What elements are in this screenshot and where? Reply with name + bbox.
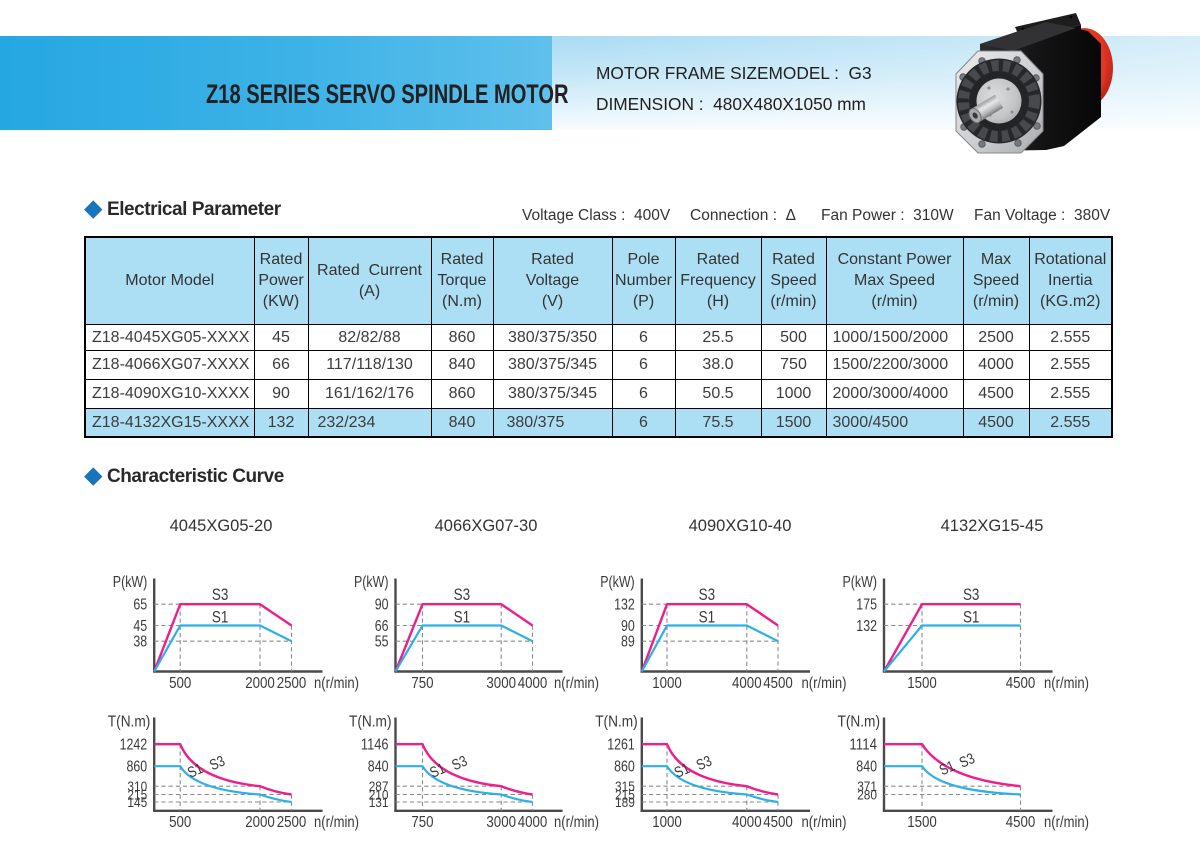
svg-text:750: 750	[411, 814, 434, 831]
svg-text:55: 55	[375, 634, 389, 651]
svg-text:2500: 2500	[277, 814, 307, 831]
svg-text:1500: 1500	[907, 814, 937, 831]
svg-text:n(r/min): n(r/min)	[314, 814, 359, 831]
svg-text:1242: 1242	[120, 737, 148, 754]
svg-text:1114: 1114	[849, 737, 877, 754]
svg-text:n(r/min): n(r/min)	[802, 814, 847, 831]
svg-text:T(N.m): T(N.m)	[349, 714, 392, 731]
svg-text:45: 45	[133, 618, 147, 635]
svg-text:1000: 1000	[652, 814, 682, 831]
svg-text:2000: 2000	[245, 675, 275, 692]
svg-text:S3: S3	[212, 585, 229, 604]
svg-text:145: 145	[127, 795, 147, 810]
svg-text:S3: S3	[699, 585, 716, 604]
svg-text:S1: S1	[963, 608, 980, 627]
svg-text:S3: S3	[963, 585, 980, 604]
svg-text:860: 860	[614, 759, 635, 776]
svg-text:280: 280	[857, 787, 877, 802]
svg-text:S3: S3	[449, 753, 470, 775]
svg-text:4500: 4500	[1006, 675, 1036, 692]
svg-text:P(kW): P(kW)	[600, 574, 635, 591]
svg-text:215: 215	[615, 787, 635, 802]
svg-text:4500: 4500	[1006, 814, 1036, 831]
svg-text:P(kW): P(kW)	[113, 574, 148, 591]
svg-text:210: 210	[369, 787, 389, 802]
svg-text:1146: 1146	[361, 737, 389, 754]
svg-text:S3: S3	[957, 750, 978, 772]
svg-text:131: 131	[369, 795, 389, 810]
svg-text:4000: 4000	[518, 675, 548, 692]
svg-text:1500: 1500	[907, 675, 937, 692]
svg-text:T(N.m): T(N.m)	[108, 714, 151, 731]
svg-text:S1: S1	[454, 608, 471, 627]
svg-text:310: 310	[127, 779, 147, 794]
svg-text:1000: 1000	[652, 675, 682, 692]
svg-text:4000: 4000	[732, 675, 762, 692]
svg-text:S1: S1	[212, 608, 229, 627]
svg-text:S3: S3	[207, 753, 228, 775]
svg-text:287: 287	[369, 779, 389, 794]
svg-text:1261: 1261	[607, 737, 635, 754]
svg-text:P(kW): P(kW)	[354, 574, 389, 591]
svg-text:S1: S1	[427, 760, 448, 782]
svg-text:n(r/min): n(r/min)	[554, 814, 599, 831]
svg-text:175: 175	[856, 597, 877, 614]
svg-text:132: 132	[614, 597, 635, 614]
svg-text:90: 90	[375, 597, 389, 614]
svg-text:840: 840	[368, 759, 389, 776]
svg-text:4500: 4500	[763, 814, 793, 831]
svg-text:315: 315	[615, 779, 635, 794]
svg-text:S1: S1	[937, 758, 958, 780]
svg-text:3000: 3000	[486, 814, 516, 831]
svg-text:S1: S1	[185, 760, 206, 782]
svg-text:T(N.m): T(N.m)	[595, 714, 638, 731]
svg-text:860: 860	[127, 759, 148, 776]
svg-text:n(r/min): n(r/min)	[1044, 814, 1089, 831]
svg-text:2500: 2500	[277, 675, 307, 692]
svg-text:371: 371	[857, 779, 877, 794]
svg-text:500: 500	[169, 675, 192, 692]
svg-text:S1: S1	[672, 760, 693, 782]
svg-text:840: 840	[856, 759, 877, 776]
svg-text:n(r/min): n(r/min)	[802, 675, 847, 692]
svg-text:215: 215	[127, 787, 147, 802]
svg-text:750: 750	[411, 675, 434, 692]
svg-text:n(r/min): n(r/min)	[1044, 675, 1089, 692]
svg-text:89: 89	[621, 634, 635, 651]
svg-text:n(r/min): n(r/min)	[554, 675, 599, 692]
svg-text:S3: S3	[694, 753, 715, 775]
svg-text:n(r/min): n(r/min)	[314, 675, 359, 692]
svg-text:4000: 4000	[732, 814, 762, 831]
svg-text:3000: 3000	[486, 675, 516, 692]
svg-text:P(kW): P(kW)	[843, 574, 878, 591]
svg-text:66: 66	[375, 618, 389, 635]
svg-text:90: 90	[621, 618, 635, 635]
svg-text:4000: 4000	[518, 814, 548, 831]
svg-text:65: 65	[133, 597, 147, 614]
svg-text:38: 38	[133, 634, 147, 651]
svg-text:2000: 2000	[245, 814, 275, 831]
svg-text:S1: S1	[699, 608, 716, 627]
svg-text:500: 500	[169, 814, 192, 831]
svg-text:4500: 4500	[763, 675, 793, 692]
svg-text:189: 189	[615, 795, 635, 810]
svg-text:T(N.m): T(N.m)	[838, 714, 881, 731]
svg-text:S3: S3	[454, 585, 471, 604]
svg-text:132: 132	[856, 618, 877, 635]
